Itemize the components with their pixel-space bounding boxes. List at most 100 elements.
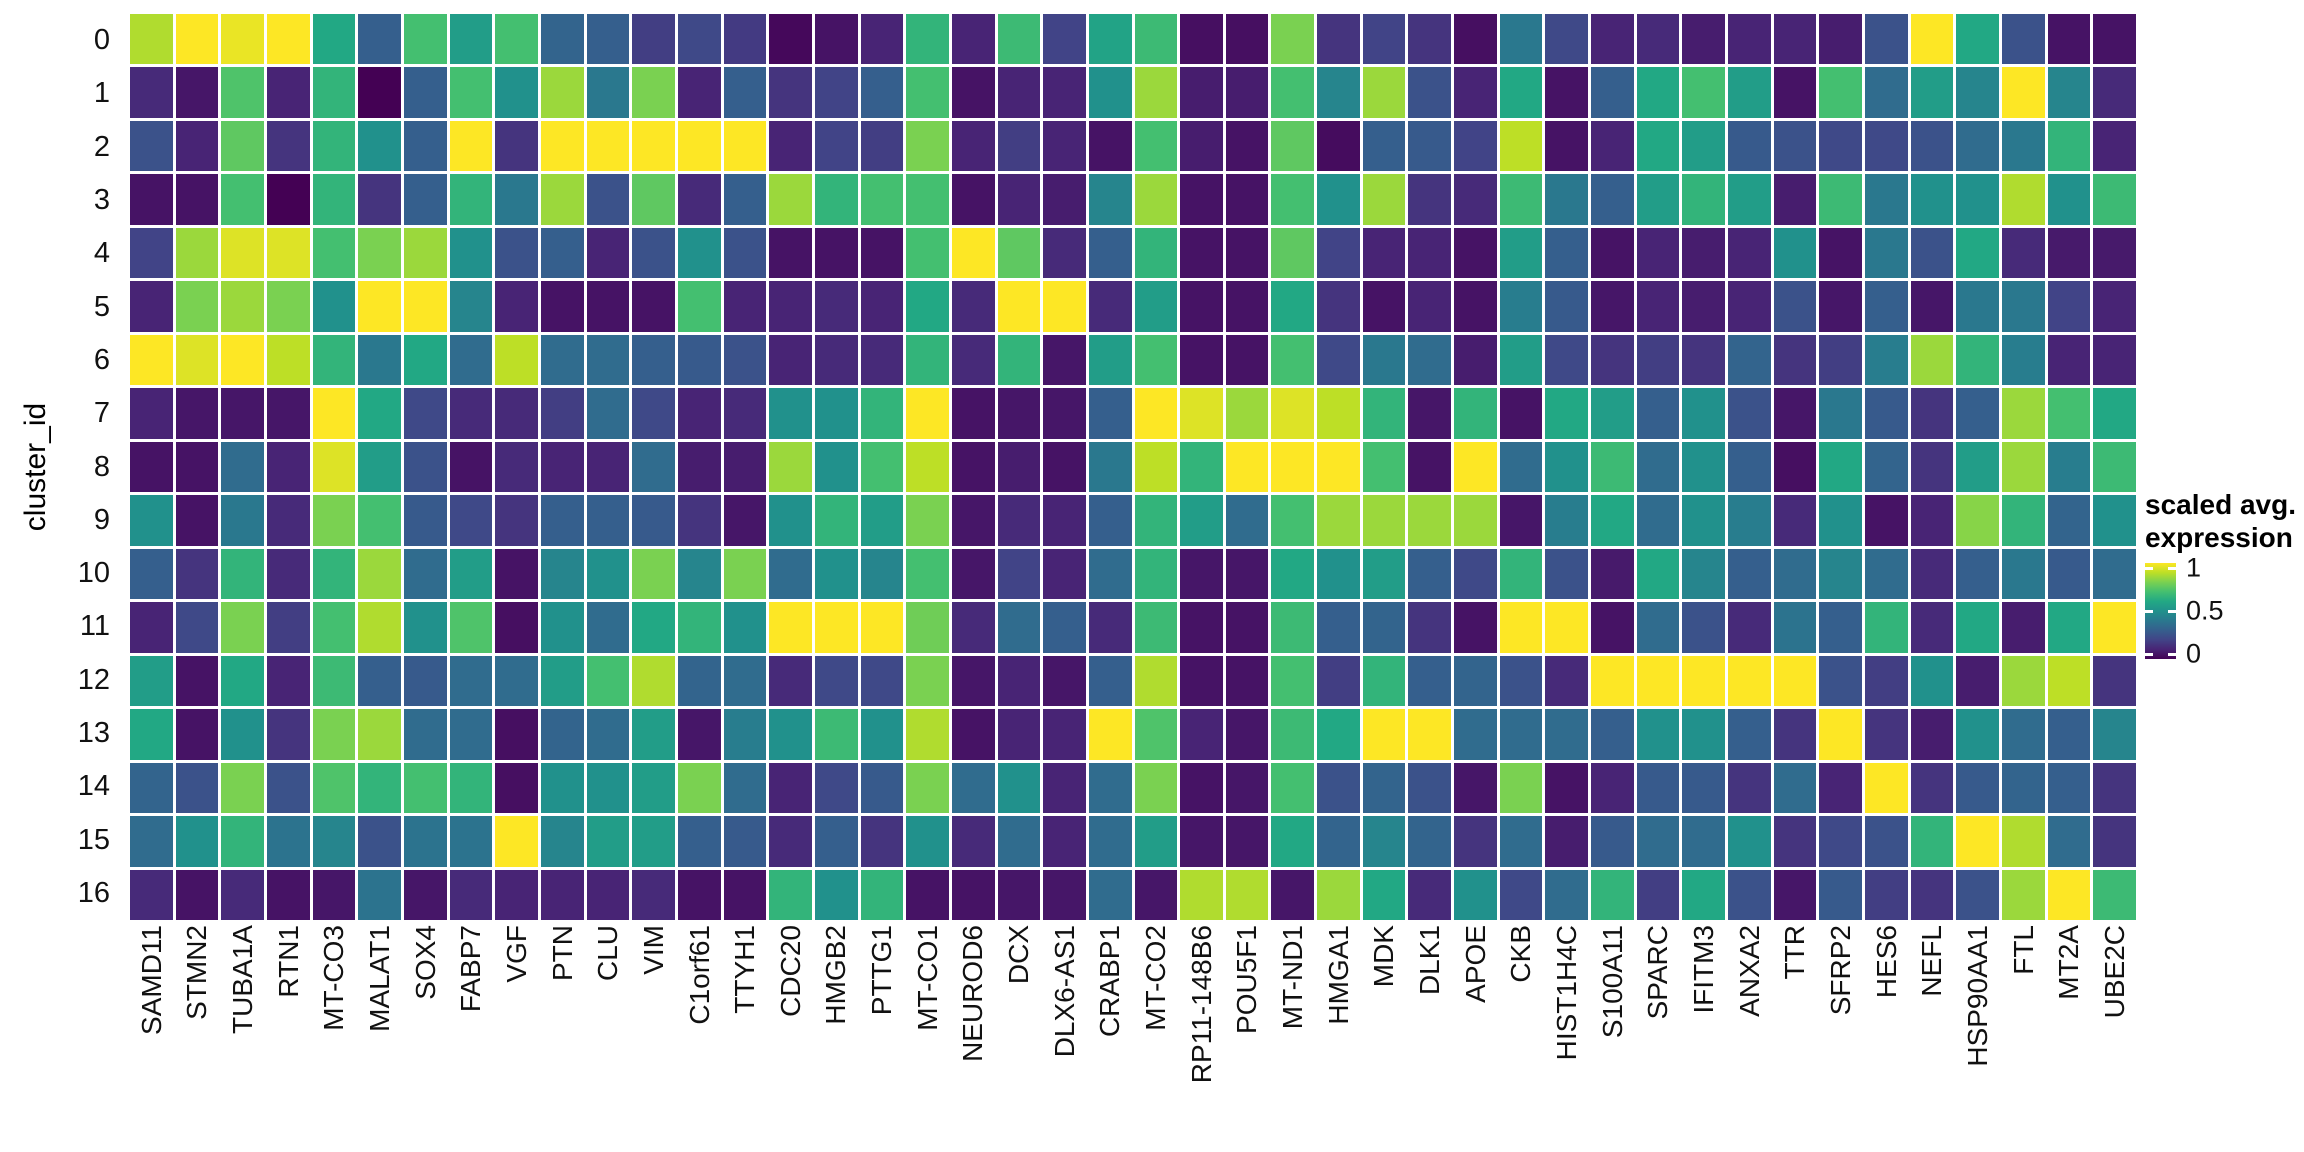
heatmap-cell: [860, 174, 904, 225]
heatmap-cell: [403, 495, 447, 546]
heatmap-cell: [1317, 14, 1360, 65]
heatmap-cell: [1728, 709, 1771, 760]
heatmap-cell: [266, 174, 310, 225]
heatmap-cell: [1636, 174, 1680, 225]
heatmap-cell: [997, 174, 1041, 225]
heatmap-cell: [1865, 174, 1908, 225]
heatmap-cell: [2047, 281, 2091, 332]
heatmap-cell: [997, 14, 1041, 65]
heatmap-cell: [1454, 388, 1497, 439]
x-tick-label: PTTG1: [866, 925, 898, 1016]
heatmap-cell: [1865, 495, 1908, 546]
heatmap-cell: [814, 816, 858, 867]
heatmap-cell: [2093, 441, 2136, 493]
heatmap-cell: [1773, 869, 1817, 920]
heatmap-cell: [2002, 816, 2045, 867]
heatmap-cell: [1591, 602, 1634, 653]
heatmap-cell: [1225, 548, 1269, 600]
heatmap-cell: [860, 227, 904, 279]
heatmap-cell: [1956, 548, 2000, 600]
heatmap-cell: [175, 495, 219, 546]
heatmap-cell: [1773, 14, 1817, 65]
heatmap-cell: [495, 869, 538, 920]
heatmap-cell: [2002, 602, 2045, 653]
heatmap-cell: [1545, 762, 1589, 814]
heatmap-cell: [1499, 441, 1543, 493]
heatmap-cell: [358, 227, 401, 279]
heatmap-cell: [1043, 281, 1086, 332]
heatmap-cell: [2047, 602, 2091, 653]
heatmap-cell: [2093, 602, 2136, 653]
heatmap-cell: [1134, 655, 1178, 707]
heatmap-cell: [586, 869, 630, 920]
heatmap-cell: [1545, 67, 1589, 118]
heatmap-cell: [1088, 762, 1132, 814]
heatmap-cell: [1773, 548, 1817, 600]
x-axis-tick-labels: SAMD11 STMN2 TUBA1A RTN1 MT-CO3 MALAT1 SOX4 FAB…: [130, 925, 2136, 1150]
heatmap-cell: [1910, 227, 1954, 279]
heatmap-cell: [1499, 67, 1543, 118]
heatmap-cell: [266, 762, 310, 814]
heatmap-cell: [723, 869, 767, 920]
heatmap-cell: [951, 281, 995, 332]
heatmap-cell: [1362, 548, 1406, 600]
heatmap-cell: [723, 281, 767, 332]
heatmap-cell: [632, 441, 675, 493]
heatmap-cell: [2093, 227, 2136, 279]
heatmap-cell: [540, 174, 584, 225]
heatmap-cell: [1956, 495, 2000, 546]
heatmap-cell: [632, 388, 675, 439]
heatmap-cell: [586, 548, 630, 600]
heatmap-cell: [540, 388, 584, 439]
heatmap-cell: [1362, 441, 1406, 493]
heatmap-cell: [358, 762, 401, 814]
heatmap-cell: [906, 495, 949, 546]
heatmap-cell: [1865, 869, 1908, 920]
heatmap-cell: [586, 14, 630, 65]
heatmap-cell: [1088, 174, 1132, 225]
heatmap-cell: [1134, 67, 1178, 118]
heatmap-cell: [586, 334, 630, 386]
heatmap-cell: [1043, 495, 1086, 546]
heatmap-cell: [906, 281, 949, 332]
heatmap-cell: [1408, 388, 1452, 439]
heatmap-cell: [1545, 602, 1589, 653]
heatmap-cell: [1499, 602, 1543, 653]
heatmap-cell: [1910, 655, 1954, 707]
x-tick-label: S100A11: [1596, 925, 1628, 1039]
heatmap-cell: [1682, 281, 1726, 332]
x-tick-label: TTR: [1779, 925, 1811, 980]
heatmap-cell: [221, 548, 264, 600]
heatmap-cell: [1591, 120, 1634, 172]
heatmap-cell: [586, 602, 630, 653]
heatmap-cell: [1088, 67, 1132, 118]
heatmap-cell: [1408, 709, 1452, 760]
heatmap-cell: [586, 388, 630, 439]
y-tick-label: 0: [93, 24, 110, 57]
heatmap-cell: [632, 14, 675, 65]
heatmap-cell: [1362, 281, 1406, 332]
x-tick-label: NEFL: [1916, 925, 1948, 997]
heatmap-cell: [1773, 174, 1817, 225]
heatmap-cell: [221, 120, 264, 172]
heatmap-cell: [1819, 334, 1863, 386]
heatmap-cell: [2002, 334, 2045, 386]
heatmap-cell: [997, 602, 1041, 653]
heatmap-cell: [2047, 816, 2091, 867]
y-tick-label: 3: [93, 184, 110, 217]
heatmap-cell: [906, 388, 949, 439]
heatmap-cell: [1454, 281, 1497, 332]
heatmap-cell: [221, 227, 264, 279]
heatmap-cell: [1956, 709, 2000, 760]
heatmap-cell: [1728, 495, 1771, 546]
heatmap-cell: [2093, 709, 2136, 760]
heatmap-cell: [1271, 762, 1315, 814]
heatmap-cell: [1408, 762, 1452, 814]
heatmap-cell: [1956, 120, 2000, 172]
heatmap-cell: [403, 334, 447, 386]
heatmap-cell: [175, 655, 219, 707]
heatmap-cell: [1408, 227, 1452, 279]
heatmap-cell: [1728, 334, 1771, 386]
heatmap-cell: [495, 14, 538, 65]
heatmap-cell: [1865, 762, 1908, 814]
